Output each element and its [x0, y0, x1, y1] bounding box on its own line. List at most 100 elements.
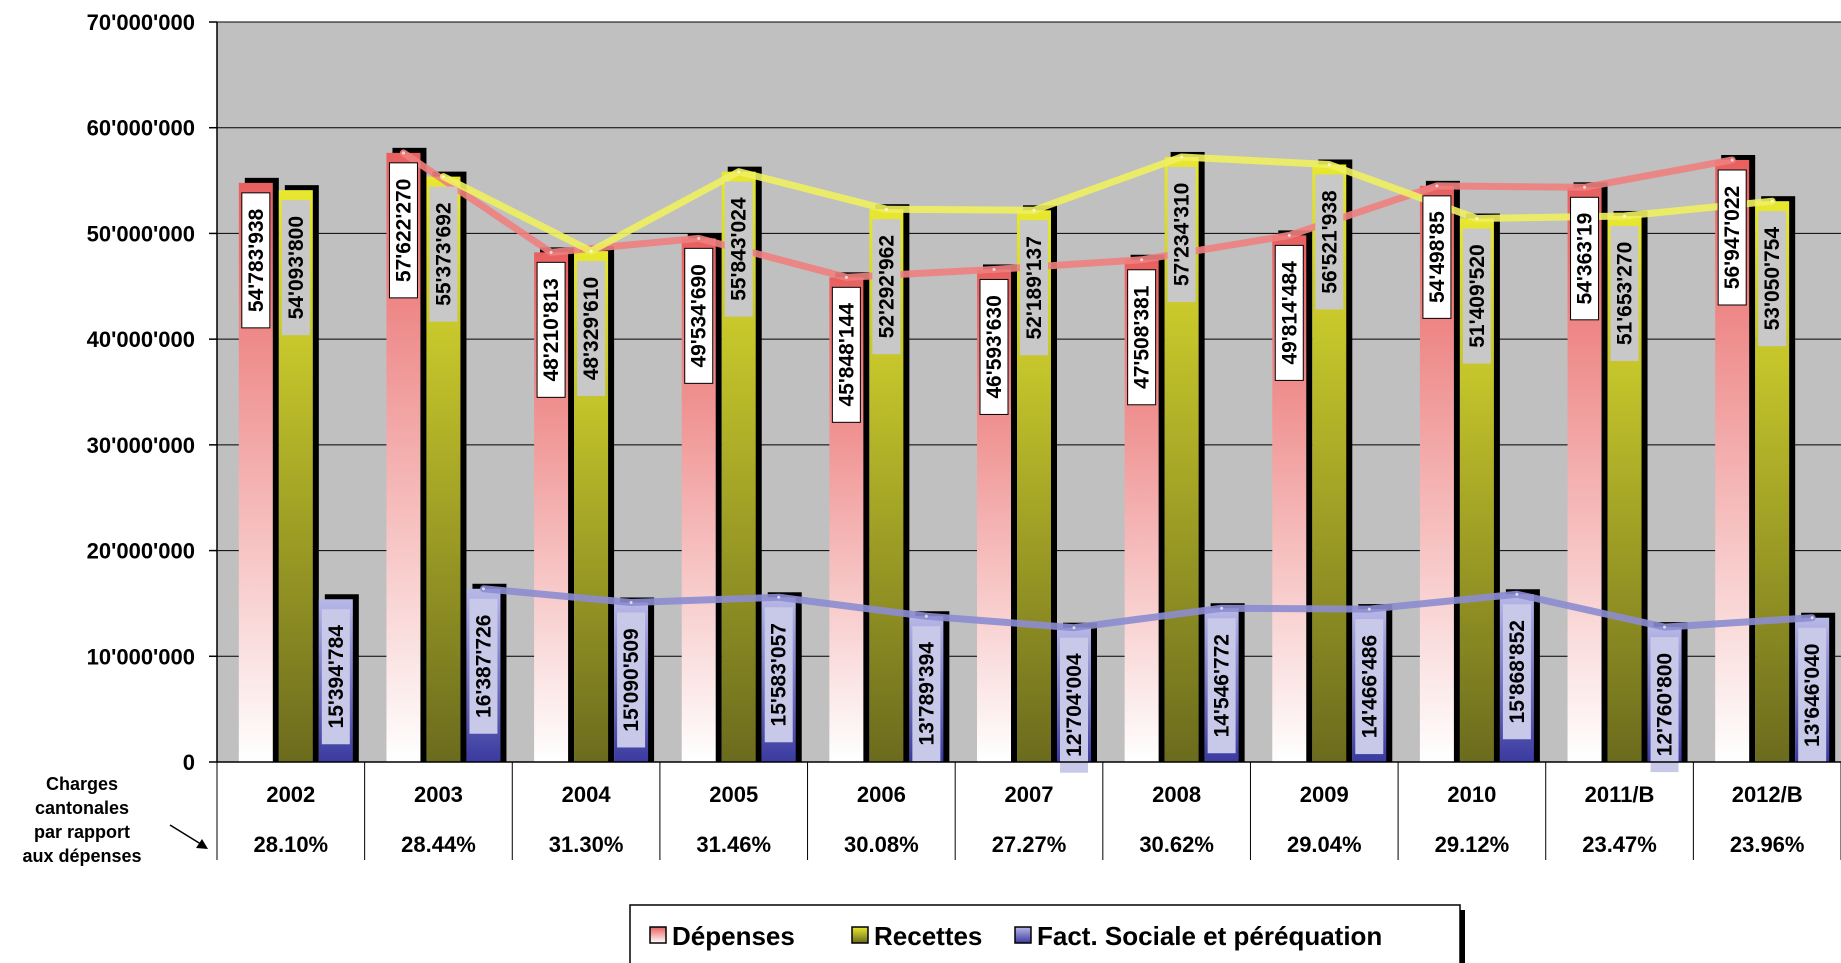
- value-label-box: [1207, 618, 1236, 754]
- value-label: 54'093'800: [281, 200, 310, 336]
- value-label-text: 52'292'962: [875, 235, 898, 338]
- value-label-text: 53'050'754: [1761, 227, 1784, 331]
- value-label-box: [1167, 166, 1196, 302]
- value-label-text: 15'090'509: [620, 628, 643, 731]
- value-label-box: [617, 612, 646, 748]
- value-label-box: [1060, 637, 1088, 773]
- percentage-label: 30.08%: [844, 832, 919, 857]
- percentage-label: 29.12%: [1435, 832, 1510, 857]
- category-label: 2006: [857, 782, 906, 807]
- trend-point-1: [1032, 208, 1036, 212]
- legend-swatch: [851, 926, 869, 944]
- trend-point-1: [1475, 217, 1479, 221]
- percentage-label: 28.44%: [401, 832, 476, 857]
- value-label-text: 12'704'004: [1063, 653, 1086, 757]
- trend-point-0: [549, 250, 553, 254]
- arrow-line: [169, 824, 205, 847]
- y-tick-label: 20'000'000: [87, 539, 195, 564]
- value-label-box: [1315, 174, 1344, 310]
- value-label-box: [577, 261, 606, 397]
- value-label-text: 54'498'85: [1426, 211, 1449, 303]
- row-label-line: par rapport: [34, 822, 130, 842]
- value-label-box: [684, 247, 714, 384]
- percentage-label: 31.46%: [696, 832, 771, 857]
- value-label-box: [1570, 196, 1600, 321]
- trend-point-1: [884, 207, 888, 211]
- value-label-text: 51'653'270: [1614, 242, 1637, 345]
- value-label-box: [1798, 627, 1827, 763]
- category-label: 2004: [562, 782, 612, 807]
- value-label-box: [321, 609, 350, 745]
- value-label-box: [1758, 211, 1787, 347]
- y-tick-label: 40'000'000: [87, 327, 195, 352]
- value-label-box: [764, 607, 793, 743]
- trend-point-2: [629, 600, 633, 604]
- percentage-label: 28.10%: [254, 832, 329, 857]
- value-label-box: [388, 162, 418, 299]
- y-tick-label: 10'000'000: [87, 644, 195, 669]
- value-label-box: [872, 219, 901, 355]
- value-label-box: [281, 200, 310, 336]
- value-label-text: 13'789'394: [915, 642, 938, 746]
- value-label-box: [1650, 637, 1679, 773]
- value-label: 13'646'040: [1798, 627, 1827, 763]
- trend-line-1: [439, 153, 1776, 255]
- trend-point-0: [401, 151, 405, 155]
- value-label-box: [469, 598, 498, 734]
- trend-point-0: [1583, 185, 1587, 189]
- value-label: 48'329'610: [577, 261, 606, 397]
- value-label: 13'789'394: [912, 626, 941, 762]
- value-label: 52'292'962: [872, 219, 901, 355]
- trend-point-2: [777, 595, 781, 599]
- y-tick-label: 70'000'000: [87, 10, 195, 35]
- value-label: 15'868'852: [1502, 604, 1531, 740]
- value-label: 15'090'509: [617, 612, 646, 748]
- value-label: 49'814'484: [1274, 244, 1304, 381]
- category-label: 2011/B: [1585, 782, 1655, 807]
- value-label-box: [1610, 225, 1639, 361]
- percentage-label: 30.62%: [1139, 832, 1214, 857]
- value-label: 12'704'004: [1060, 637, 1088, 773]
- category-label: 2007: [1005, 782, 1054, 807]
- value-label-text: 14'466'486: [1358, 635, 1381, 738]
- value-label-text: 54'363'19: [1574, 213, 1597, 305]
- value-label-box: [241, 192, 271, 329]
- value-label-text: 52'189'137: [1023, 236, 1046, 339]
- value-label: 54'498'85: [1422, 195, 1452, 319]
- value-label: 55'843'024: [724, 181, 753, 317]
- value-label-box: [1355, 619, 1384, 755]
- value-label: 45'848'144: [831, 286, 861, 423]
- value-label-text: 14'546'772: [1211, 634, 1234, 737]
- value-label: 47'508'381: [1127, 269, 1157, 406]
- trend-point-2: [1367, 607, 1371, 611]
- percentage-label: 29.04%: [1287, 832, 1362, 857]
- trend-line-2: [479, 585, 1816, 632]
- trend-point-1: [1623, 214, 1627, 218]
- trend-point-2: [924, 614, 928, 618]
- legend-swatch: [649, 926, 667, 944]
- value-label: 46'593'630: [979, 278, 1009, 415]
- trend-point-2: [1663, 625, 1667, 629]
- category-label: 2002: [266, 782, 315, 807]
- value-label-text: 15'868'852: [1506, 620, 1529, 723]
- value-label: 49'534'690: [684, 247, 714, 384]
- value-label: 14'546'772: [1207, 618, 1236, 754]
- value-label: 54'783'938: [241, 192, 271, 329]
- value-label: 48'210'813: [536, 261, 566, 398]
- value-label-text: 13'646'040: [1801, 644, 1824, 747]
- value-label-box: [912, 626, 941, 762]
- value-label-box: [1127, 269, 1157, 406]
- row-label-line: aux dépenses: [22, 846, 141, 866]
- value-label-text: 49'814'484: [1278, 261, 1301, 365]
- trend-point-1: [441, 175, 445, 179]
- arrow-head: [196, 839, 208, 849]
- percentage-label: 27.27%: [992, 832, 1067, 857]
- category-label: 2008: [1152, 782, 1201, 807]
- value-label: 52'189'137: [1020, 220, 1048, 356]
- value-label: 53'050'754: [1758, 211, 1787, 347]
- category-label: 2010: [1447, 782, 1496, 807]
- y-tick-label: 60'000'000: [87, 116, 195, 141]
- trend-point-0: [1287, 233, 1291, 237]
- legend-label: Dépenses: [672, 921, 795, 951]
